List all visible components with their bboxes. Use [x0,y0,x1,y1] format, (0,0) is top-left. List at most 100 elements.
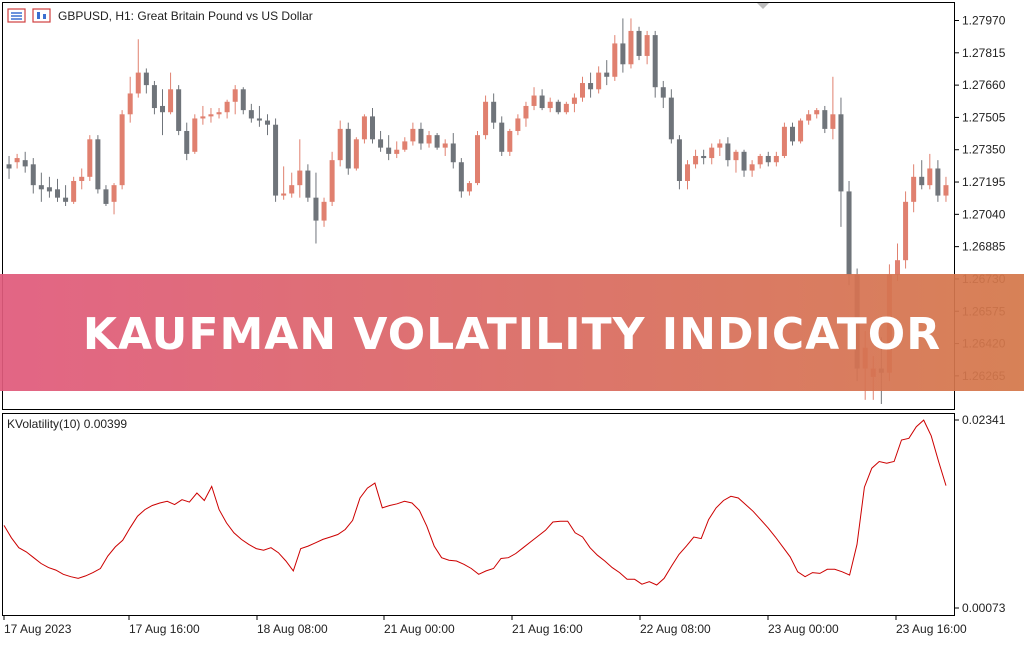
candle-body [111,185,117,202]
candle [426,130,432,148]
candle-body [54,189,61,198]
candle [224,99,230,119]
candle-body [741,151,747,171]
candle-body [636,30,642,56]
indicator-axis: 0.02341 0.00073 [955,413,1006,615]
candle-body [588,83,594,90]
candle [216,108,222,119]
candle [71,176,77,204]
candle-body [620,43,626,65]
candle [466,180,472,196]
candle [353,137,359,171]
indicator-tick-label: 0.02341 [962,413,1006,427]
candle-body [143,72,149,86]
candle [281,166,287,200]
candle [789,122,796,146]
candle-body [281,193,287,196]
candle-body [256,118,262,121]
candle [410,122,416,146]
candle [289,172,295,198]
candle [491,93,497,129]
candle [305,164,311,202]
candle-body [725,143,731,161]
candle-body [63,197,69,202]
candle [765,151,771,167]
candle [620,18,626,73]
chart-settings-icon[interactable] [32,8,51,23]
indicator-tick-label: 0.00073 [962,601,1006,615]
candle [507,128,513,156]
candle-body [822,110,828,129]
candle [596,66,602,94]
candle-body [507,130,513,152]
candle [676,135,682,190]
time-axis: 17 Aug 2023 17 Aug 16:00 18 Aug 08:00 21 Au… [3,616,967,636]
candle-body [232,89,238,102]
chart-header: GBPUSD, H1: Great Britain Pound vs US Do… [7,8,313,431]
candle [434,133,440,150]
candle [539,89,545,111]
candle-body [176,89,182,131]
candle-body [466,183,472,192]
candle-body [216,112,222,115]
candle-body [733,151,739,161]
candle-body [418,128,424,144]
time-tick-label: 17 Aug 16:00 [129,622,200,636]
candle [208,108,214,123]
candle [499,116,505,156]
candle-body [628,30,634,65]
time-tick-label: 23 Aug 16:00 [896,622,967,636]
candle [386,135,392,161]
kvolatility-series [3,419,947,586]
candle-body [208,114,214,117]
candle-body [378,139,384,148]
candle-body [935,168,941,196]
candle-body [361,116,367,140]
time-tick-label: 17 Aug 2023 [4,622,72,636]
candle-body [87,139,93,177]
candle-body [297,170,303,186]
candle-body [289,185,295,194]
candle-body [434,135,440,148]
candle [749,160,755,177]
candle [927,153,933,190]
candle-body [450,143,456,163]
candle-body [410,128,416,142]
candle [378,130,384,152]
candle [135,39,141,98]
candle [814,108,820,119]
candle-body [313,197,319,221]
candle [63,185,69,206]
price-tick-label: 1.26885 [962,240,1006,254]
indicator-title: KVolatility(10) 0.00399 [7,417,127,431]
candle [717,139,723,156]
candle [773,151,779,167]
candle [79,168,85,190]
candle-body [676,139,682,181]
candle [693,149,699,169]
candle-body [119,114,125,186]
candle-body [135,72,141,94]
candle [483,95,489,140]
symbol-list-icon[interactable] [7,8,26,23]
candle-body [604,72,610,77]
chart-shift-marker[interactable] [757,3,769,9]
candle-body [911,176,917,202]
candle [571,93,577,113]
candle [919,160,925,190]
candle [192,114,198,154]
banner-title: KAUFMAN VOLATILITY INDICATOR [83,309,941,360]
candle [798,118,804,144]
candle-body [127,93,133,115]
candle-body [814,110,820,115]
candle [531,87,537,111]
candle [741,149,747,177]
candle [248,103,254,123]
candle-body [846,191,852,275]
candle [240,87,246,115]
candle [830,76,836,140]
candle-body [701,155,707,159]
candle [151,80,157,115]
candle-body [547,101,553,109]
